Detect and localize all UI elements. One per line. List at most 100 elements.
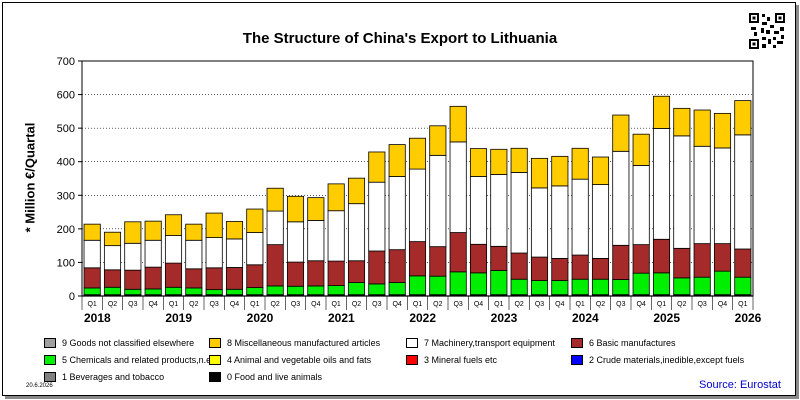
bar-segment-6-3 — [144, 266, 162, 290]
x-tick-label: Q4 — [148, 301, 157, 308]
bar-segment-6-21 — [510, 252, 528, 280]
bar-segment-8-30 — [693, 109, 711, 147]
bar-segment-8-0 — [83, 223, 101, 241]
bar-segment-5-17 — [429, 275, 447, 296]
bar-segment-6-29 — [673, 247, 691, 279]
y-tick-label: 700 — [57, 56, 75, 68]
bar-segment-5-22 — [530, 280, 549, 296]
x-tick-label: Q3 — [453, 301, 462, 308]
x-tick-label: Q3 — [372, 301, 381, 308]
bar-segment-6-7 — [225, 267, 244, 290]
legend-swatch — [571, 338, 583, 348]
y-tick-label: 100 — [57, 257, 75, 269]
bar-segment-7-30 — [693, 145, 711, 245]
bar-segment-6-17 — [429, 246, 447, 277]
bar-segment-8-9 — [266, 187, 284, 212]
bar-segment-7-10 — [286, 221, 305, 263]
bar-segment-8-25 — [591, 156, 610, 185]
qr-code-icon — [748, 12, 786, 50]
legend-item: 0 Food and live animals — [209, 372, 322, 382]
bar-segment-6-14 — [368, 250, 386, 285]
bar-segment-7-8 — [246, 232, 264, 266]
bar-segment-5-14 — [368, 283, 386, 296]
bar-segment-8-13 — [347, 177, 366, 205]
bar-segment-8-22 — [530, 157, 549, 189]
bar-segment-7-29 — [673, 135, 691, 249]
x-tick-label: Q4 — [636, 301, 645, 308]
x-tick-label: Q2 — [514, 301, 523, 308]
legend-item: 4 Animal and vegetable oils and fats — [209, 355, 371, 365]
year-label: 2024 — [572, 311, 599, 325]
bar-segment-8-5 — [185, 223, 203, 241]
bar-segment-6-2 — [124, 269, 142, 290]
x-tick-label: Q2 — [108, 301, 117, 308]
bar-segment-5-2 — [124, 288, 142, 296]
bar-segment-5-9 — [266, 285, 284, 296]
bar-segment-8-8 — [246, 208, 264, 233]
bar-segment-6-10 — [286, 261, 305, 287]
bar-segment-7-16 — [408, 168, 427, 243]
bar-segment-7-3 — [144, 239, 162, 268]
bar-segment-6-23 — [551, 257, 569, 281]
bar-segment-5-30 — [693, 276, 711, 296]
y-tick-label: 600 — [57, 90, 75, 102]
bar-segment-7-9 — [266, 210, 284, 246]
bar-segment-5-24 — [571, 278, 589, 296]
y-tick-label: 500 — [57, 123, 75, 135]
bar-segment-6-28 — [652, 238, 671, 274]
x-tick-label: Q2 — [596, 301, 605, 308]
bar-segment-8-24 — [571, 147, 589, 180]
legend-item: 3 Mineral fuels etc — [406, 355, 497, 365]
bar-segment-7-2 — [124, 242, 142, 271]
year-label: 2026 — [735, 311, 762, 325]
legend-item: 1 Beverages and tobacco — [44, 372, 164, 382]
bar-segment-7-22 — [530, 187, 549, 258]
bar-segment-8-3 — [144, 220, 162, 241]
bar-segment-7-31 — [713, 147, 732, 245]
y-tick-label: 400 — [57, 157, 75, 169]
legend-item: 9 Goods not classified elsewhere — [44, 338, 194, 348]
legend-label: 9 Goods not classified elsewhere — [62, 338, 195, 348]
bar-segment-6-11 — [307, 260, 325, 287]
bar-segment-8-23 — [551, 155, 569, 187]
legend-label: 4 Animal and vegetable oils and fats — [227, 355, 372, 365]
bar-segment-5-23 — [551, 280, 569, 296]
bar-segment-8-14 — [368, 151, 386, 183]
y-tick-label: 0 — [69, 291, 75, 303]
bar-segment-6-31 — [713, 243, 732, 272]
bar-segment-7-28 — [652, 128, 671, 240]
bar-segment-7-1 — [103, 245, 122, 271]
bar-segment-5-11 — [307, 285, 325, 296]
bar-segment-8-7 — [225, 221, 244, 240]
bar-segment-6-1 — [103, 269, 122, 288]
bar-segment-8-29 — [673, 107, 691, 137]
x-tick-label: Q1 — [250, 301, 259, 308]
bar-segment-8-4 — [164, 214, 183, 236]
bar-segment-6-6 — [205, 267, 223, 291]
bar-segment-7-7 — [225, 238, 244, 268]
bar-segment-7-21 — [510, 172, 528, 254]
bar-segment-6-22 — [530, 256, 549, 281]
bar-segment-7-0 — [83, 239, 101, 269]
bar-segment-8-26 — [612, 114, 630, 152]
year-label: 2025 — [653, 311, 680, 325]
legend-swatch — [406, 355, 418, 365]
x-tick-label: Q1 — [413, 301, 422, 308]
bar-segment-5-19 — [469, 272, 488, 296]
legend-label: 1 Beverages and tobacco — [62, 372, 165, 382]
bar-segment-8-1 — [103, 231, 122, 247]
bar-segment-8-28 — [652, 95, 671, 129]
bar-segment-7-14 — [368, 181, 386, 252]
bar-segment-5-10 — [286, 285, 305, 296]
year-label: 2022 — [409, 311, 436, 325]
x-tick-label: Q1 — [331, 301, 340, 308]
bar-segment-5-29 — [673, 277, 691, 296]
legend-label: 7 Machinery,transport equipment — [424, 338, 555, 348]
x-tick-label: Q4 — [718, 301, 727, 308]
year-label: 2019 — [165, 311, 192, 325]
bar-segment-6-12 — [327, 260, 345, 286]
bar-segment-8-16 — [408, 137, 427, 170]
bar-segment-5-8 — [246, 287, 264, 296]
legend-swatch — [571, 355, 583, 365]
